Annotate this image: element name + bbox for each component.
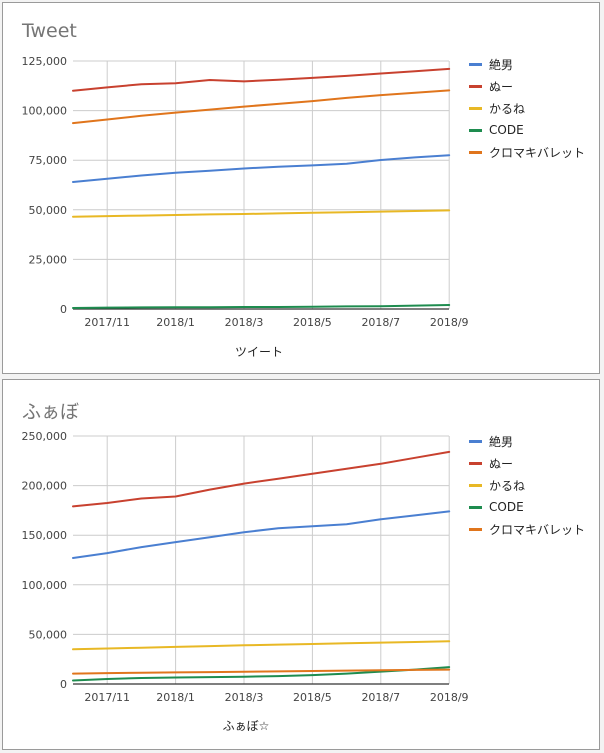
- chart-panel-tweet: Tweet 125,000 100,000 75,000 50,000 25,000 0 2…: [2, 2, 600, 374]
- legend-item: かるね: [469, 474, 585, 496]
- legend-item: CODE: [469, 119, 585, 141]
- x-tick-label: 2018/3: [225, 316, 264, 329]
- y-tick-label: 50,000: [29, 628, 68, 641]
- legend-label: CODE: [489, 123, 524, 137]
- y-tick-label: 100,000: [22, 105, 68, 118]
- line-chart-tweet: 125,000 100,000 75,000 50,000 25,000 0 2017/11…: [22, 55, 469, 329]
- legend-label: かるね: [489, 478, 526, 493]
- legend-item: ぬー: [469, 75, 585, 97]
- legend-swatch: [469, 461, 482, 465]
- legend-swatch: [469, 128, 482, 132]
- series-line: [72, 450, 451, 508]
- legend-item: 絶男: [469, 53, 585, 75]
- x-tick-label: 2018/1: [156, 691, 195, 704]
- chart-title: Tweet: [22, 20, 77, 42]
- y-tick-label: 0: [60, 303, 67, 316]
- legend-swatch: [469, 150, 482, 154]
- legend-label: 絶男: [489, 434, 514, 449]
- legend-label: クロマキバレット: [489, 145, 586, 160]
- line-chart-fav: 250,000 200,000 150,000 100,000 50,000 0 2017/…: [22, 430, 469, 704]
- chart-legend: 絶男ぬーかるね CODE クロマキバレット: [469, 430, 585, 540]
- x-tick-label: 2018/3: [225, 691, 264, 704]
- legend-item: クロマキバレット: [469, 518, 585, 540]
- legend-label: 絶男: [489, 57, 514, 72]
- x-tick-label: 2018/5: [293, 691, 332, 704]
- legend-label: ぬー: [489, 79, 514, 94]
- y-tick-label: 0: [60, 678, 67, 691]
- y-tick-label: 250,000: [22, 430, 68, 443]
- legend-item: クロマキバレット: [469, 141, 585, 163]
- series-line: [72, 640, 451, 651]
- legend-item: CODE: [469, 496, 585, 518]
- series-line: [72, 510, 451, 559]
- series-line: [72, 209, 451, 218]
- series-line: [72, 668, 451, 675]
- x-axis-label: ツイート: [234, 345, 283, 359]
- legend-swatch: [469, 505, 482, 509]
- legend-swatch: [469, 106, 482, 110]
- x-tick-label: 2018/5: [293, 316, 332, 329]
- chart-legend: 絶男ぬーかるね CODE クロマキバレット: [469, 53, 585, 163]
- x-tick-label: 2018/7: [361, 316, 400, 329]
- y-tick-label: 200,000: [22, 480, 68, 493]
- legend-label: CODE: [489, 500, 524, 514]
- legend-swatch: [469, 84, 482, 88]
- legend-swatch: [469, 527, 482, 531]
- legend-label: かるね: [489, 101, 526, 116]
- series-line: [72, 154, 451, 183]
- chart-title: ふぁぼ: [22, 401, 80, 423]
- legend-item: ぬー: [469, 452, 585, 474]
- x-tick-label: 2018/7: [361, 691, 400, 704]
- x-tick-label: 2018/1: [156, 316, 195, 329]
- y-tick-label: 75,000: [29, 154, 68, 167]
- y-tick-label: 125,000: [22, 55, 68, 68]
- legend-item: かるね: [469, 97, 585, 119]
- y-tick-label: 150,000: [22, 529, 68, 542]
- x-axis-label: ふぁぼ☆: [222, 719, 270, 733]
- x-tick-label: 2018/9: [430, 316, 469, 329]
- chart-panel-fav: ふぁぼ 250,000 200,000 150,000 100,000 50,000 0 2…: [2, 379, 600, 750]
- y-tick-label: 100,000: [22, 579, 68, 592]
- legend-swatch: [469, 439, 482, 443]
- series-line: [72, 89, 451, 125]
- x-tick-label: 2017/11: [84, 316, 130, 329]
- legend-swatch: [469, 483, 482, 487]
- y-tick-label: 50,000: [29, 204, 68, 217]
- series-line: [72, 304, 451, 309]
- series-line: [72, 67, 451, 92]
- legend-item: 絶男: [469, 430, 585, 452]
- y-tick-label: 25,000: [29, 253, 68, 266]
- legend-swatch: [469, 62, 482, 66]
- x-tick-label: 2017/11: [84, 691, 130, 704]
- x-tick-label: 2018/9: [430, 691, 469, 704]
- legend-label: クロマキバレット: [489, 522, 586, 537]
- legend-label: ぬー: [489, 456, 514, 471]
- series-line: [72, 666, 451, 682]
